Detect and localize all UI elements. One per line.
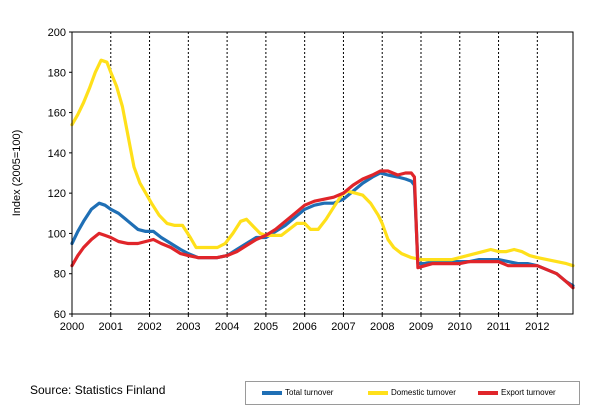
series-line-export-turnover bbox=[70, 169, 575, 290]
grid-lines bbox=[110, 32, 538, 314]
series-line-total-turnover bbox=[70, 171, 575, 288]
y-tick-label: 180 bbox=[48, 67, 66, 79]
legend-item-total-turnover: Total turnover bbox=[262, 388, 333, 397]
legend-item-domestic-turnover: Domestic turnover bbox=[368, 388, 456, 397]
x-tick-label: 2012 bbox=[525, 321, 549, 333]
y-tick-label: 60 bbox=[54, 309, 66, 321]
x-tick-label: 2008 bbox=[370, 321, 394, 333]
y-tick-label: 100 bbox=[48, 228, 66, 240]
x-tick-label: 2000 bbox=[60, 321, 84, 333]
axes bbox=[69, 31, 574, 317]
legend: Total turnover Domestic turnover Export … bbox=[245, 381, 580, 405]
legend-label-export-turnover: Export turnover bbox=[501, 388, 556, 397]
y-tick-label: 140 bbox=[48, 148, 66, 160]
x-tick-label: 2001 bbox=[99, 321, 123, 333]
plot-frame bbox=[71, 31, 574, 315]
legend-swatch-export-turnover bbox=[478, 390, 498, 395]
x-tick-label: 2003 bbox=[176, 321, 200, 333]
y-axis-label: Index (2005=100) bbox=[11, 130, 23, 217]
x-tick-label: 2007 bbox=[331, 321, 355, 333]
y-tick-label: 80 bbox=[54, 269, 66, 281]
legend-swatch-domestic-turnover bbox=[368, 390, 388, 395]
x-tick-label: 2011 bbox=[487, 321, 511, 333]
source-note: Source: Statistics Finland bbox=[30, 383, 166, 397]
y-tick-label: 120 bbox=[48, 188, 66, 200]
x-tick-label: 2005 bbox=[254, 321, 278, 333]
legend-swatch-total-turnover bbox=[262, 390, 282, 395]
y-tick-label: 200 bbox=[48, 27, 66, 39]
x-tick-label: 2010 bbox=[448, 321, 472, 333]
legend-label-total-turnover: Total turnover bbox=[285, 388, 334, 397]
series-lines bbox=[70, 58, 575, 290]
tick-labels: 60 80 100 120 140 160 180 200 2000 2001 2002 2003 20… bbox=[48, 27, 550, 333]
x-tick-label: 2006 bbox=[292, 321, 316, 333]
x-tick-label: 2009 bbox=[409, 321, 433, 333]
legend-label-domestic-turnover: Domestic turnover bbox=[391, 388, 456, 397]
y-tick-label: 160 bbox=[48, 108, 66, 120]
legend-item-export-turnover: Export turnover bbox=[478, 388, 556, 397]
x-tick-label: 2004 bbox=[215, 321, 239, 333]
x-tick-label: 2002 bbox=[137, 321, 161, 333]
series-line-domestic-turnover bbox=[70, 58, 575, 268]
